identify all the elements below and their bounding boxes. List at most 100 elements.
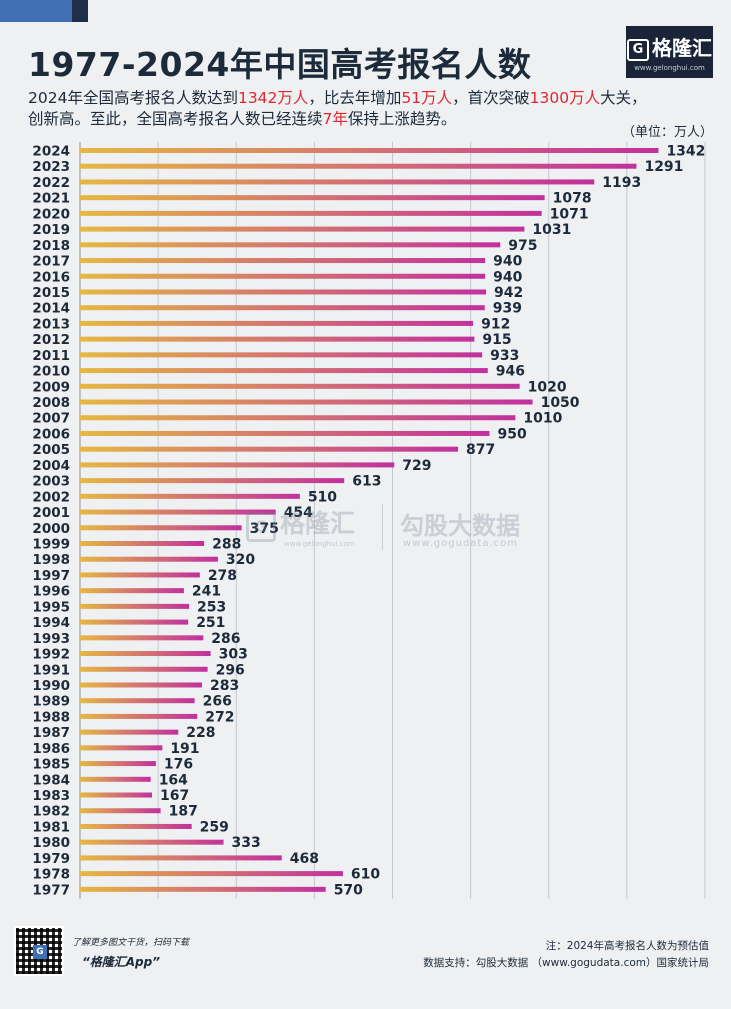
brand-logo[interactable]: G 格隆汇 www.gelonghui.com [626,26,713,78]
year-label: 1999 [32,537,70,553]
bar-1988 [80,713,198,719]
value-label: 375 [250,521,279,537]
year-label: 1992 [32,647,70,663]
bar-1995 [80,603,190,609]
value-label: 468 [290,851,319,867]
year-label: 1982 [32,804,70,820]
subtitle-highlight: 51万人 [401,89,453,107]
subtitle-highlight: 1300万人 [529,89,601,107]
year-label: 2008 [32,395,70,411]
value-label: 278 [208,568,237,584]
year-label: 2015 [32,285,70,301]
bar-1991 [80,666,208,672]
bar-2008 [80,399,533,405]
value-label: 228 [186,725,215,741]
bar-1984 [80,776,151,782]
gridlines [79,142,706,899]
value-label: 1020 [528,379,567,395]
year-label: 1987 [32,725,70,741]
year-label: 1988 [32,709,70,725]
value-label: 946 [496,364,525,380]
bar-1990 [80,682,202,688]
value-label: 191 [170,741,199,757]
qr-logo-icon: G [33,945,47,959]
bar-2018 [80,242,501,248]
bar-1993 [80,635,204,641]
bar-2006 [80,430,490,436]
value-label: 975 [508,238,537,254]
value-label: 320 [226,552,255,568]
year-label: 2024 [32,144,70,160]
year-label: 2002 [32,489,70,505]
page-title: 1977-2024年中国高考报名人数 [28,45,532,84]
bar-2016 [80,273,486,279]
value-label: 940 [493,254,522,270]
year-label: 1998 [32,552,70,568]
footnote: 注：2024年高考报名人数为预估值 [545,940,709,952]
year-label: 2001 [32,505,70,521]
value-label: 950 [497,426,526,442]
bar-2005 [80,446,459,452]
year-label: 1979 [32,851,70,867]
bar-1986 [80,745,163,751]
bar-2024 [80,148,659,153]
bar-2014 [80,305,485,311]
value-label: 1010 [523,411,562,427]
year-label: 2019 [32,222,70,238]
year-label: 2021 [32,191,70,207]
value-label: 164 [159,772,188,788]
bar-2021 [80,195,545,201]
value-label: 272 [205,709,234,725]
qr-code[interactable]: G [14,926,64,976]
value-label: 333 [232,835,261,851]
year-label: 1996 [32,584,70,600]
value-label: 167 [160,788,189,804]
year-label: 1978 [32,867,70,883]
bar-1981 [80,823,192,829]
year-label: 1977 [32,882,70,898]
subtitle-text: 保持上涨趋势。 [347,110,457,128]
value-label: 912 [481,316,510,332]
year-label: 1990 [32,678,70,694]
year-label: 2020 [32,206,70,222]
bar-1985 [80,761,156,767]
value-label: 283 [210,678,239,694]
qr-caption: 了解更多图文干货，扫码下载 [72,938,190,948]
watermark-brand-url: www.gogudata.com [403,538,519,549]
year-label: 2011 [32,348,70,364]
bar-2010 [80,368,488,374]
value-label: 259 [200,819,229,835]
year-label: 1980 [32,835,70,851]
subtitle-text: ，比去年增加 [308,89,402,107]
subtitle-text: ，首次突破 [452,89,530,107]
watermark-divider [382,504,383,550]
bar-2003 [80,478,345,484]
value-label: 939 [493,301,522,317]
watermark: G 格隆汇 www.gelonghui.com 勾股大数据 www.gogudat… [240,502,560,554]
year-label: 1984 [32,772,70,788]
year-label: 2023 [32,159,70,175]
value-label: 942 [494,285,523,301]
watermark-g-icon: G [246,512,276,542]
value-label: 253 [197,599,226,615]
subtitle-text: 创新高。至此，全国高考报名人数已经连续 [28,110,323,128]
watermark-url: www.gelonghui.com [284,540,355,548]
year-label: 1997 [32,568,70,584]
value-label: 915 [482,332,511,348]
value-label: 303 [219,647,248,663]
bar-1997 [80,572,200,578]
year-label: 1981 [32,819,70,835]
watermark-name: 格隆汇 [280,509,356,538]
subtitle-highlight: 7年 [322,110,348,128]
qr-app-name: “格隆汇App” [82,955,160,969]
year-label: 2009 [32,379,70,395]
year-label: 2000 [32,521,70,537]
year-label: 1994 [32,615,70,631]
year-label: 1991 [32,662,70,678]
value-label: 454 [284,505,313,521]
bar-2013 [80,320,474,326]
value-label: 510 [308,489,337,505]
value-label: 288 [212,537,241,553]
year-label: 2003 [32,474,70,490]
